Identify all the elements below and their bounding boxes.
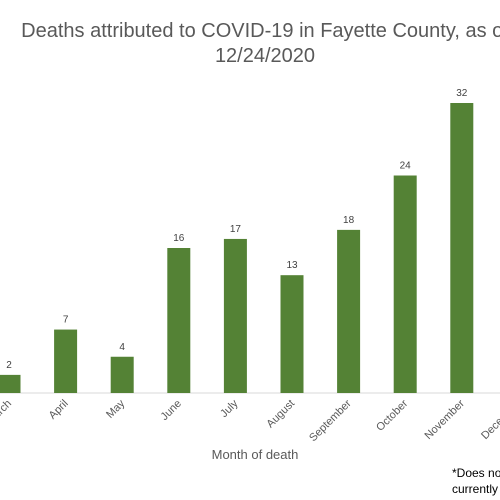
footnote-line: *Does no	[452, 466, 500, 480]
data-label-august: 13	[286, 260, 298, 271]
x-tick-label-march: March	[0, 398, 14, 428]
x-tick-label-october: October	[374, 397, 410, 433]
bar-june	[167, 248, 191, 393]
x-tick-label-september: September	[307, 397, 354, 444]
bar-november	[450, 103, 474, 393]
bar-october	[393, 175, 417, 393]
data-label-september: 18	[343, 215, 355, 226]
data-label-june: 16	[173, 233, 185, 244]
bar-may	[110, 356, 134, 393]
x-tick-label-august: August	[264, 398, 297, 431]
x-tick-label-december: December	[479, 397, 500, 442]
data-label-may: 4	[119, 342, 125, 353]
data-label-october: 24	[400, 161, 412, 172]
x-tick-label-november: November	[423, 397, 468, 442]
footnote-line: currently be	[452, 482, 500, 496]
data-label-april: 7	[63, 315, 69, 326]
bar-march	[0, 374, 21, 393]
x-tick-label-july: July	[218, 397, 241, 420]
bar-april	[54, 329, 78, 393]
bar-august	[280, 275, 304, 393]
footnote: *Does no currently be	[452, 465, 500, 497]
chart-title-date: 12/24/2020	[214, 45, 316, 67]
data-label-march: 2	[6, 360, 12, 371]
x-tick-label-may: May	[104, 397, 128, 421]
x-tick-label-june: June	[159, 398, 184, 423]
data-label-november: 32	[456, 88, 468, 99]
x-tick-label-april: April	[47, 398, 71, 422]
data-label-july: 17	[230, 224, 242, 235]
bar-september	[337, 229, 361, 393]
bar-july	[223, 238, 247, 393]
chart-title: Deaths attributed to COVID-19 in Fayette…	[21, 20, 500, 42]
x-axis-label: Month of death	[211, 447, 299, 462]
